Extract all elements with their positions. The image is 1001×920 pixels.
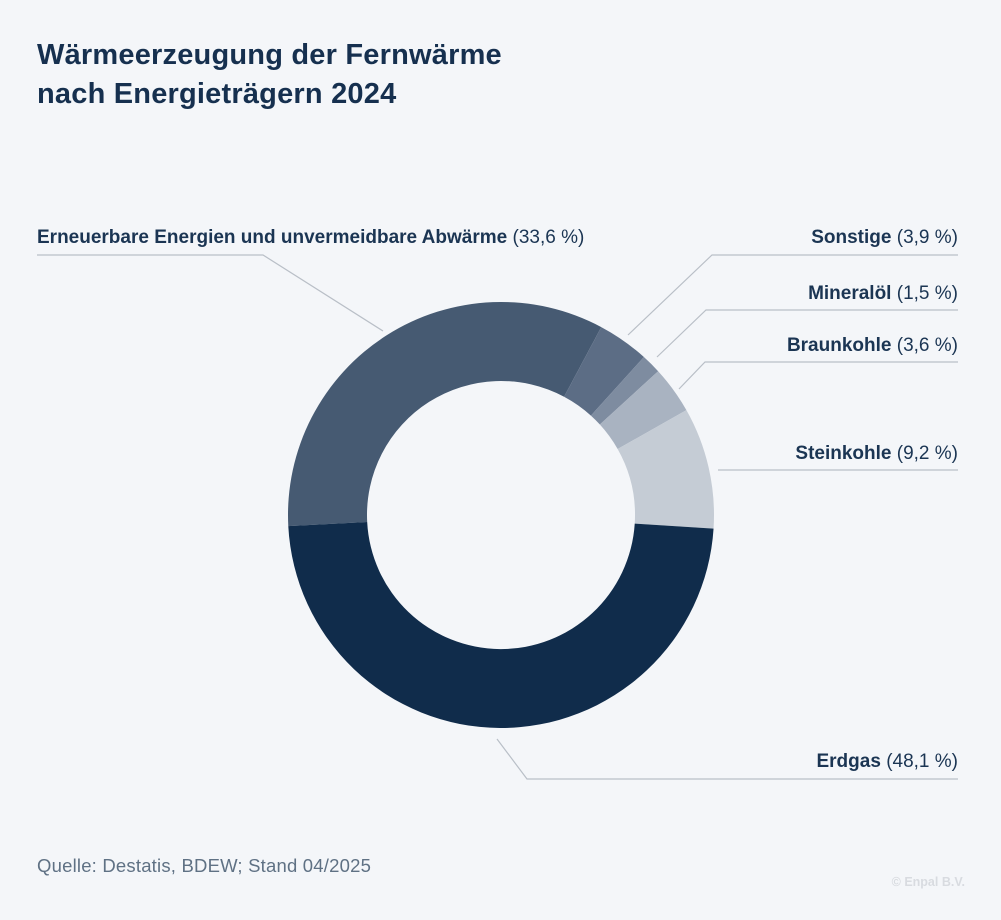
segment-label-braunkohle: Braunkohle (3,6 %) <box>787 335 958 357</box>
segment-label-erneuerbare: Erneuerbare Energien und unvermeidbare A… <box>37 227 584 249</box>
donut-chart <box>287 301 714 728</box>
source-note: Quelle: Destatis, BDEW; Stand 04/2025 <box>37 855 372 876</box>
segment-value: (1,5 %) <box>896 283 958 304</box>
donut-segment-4-steinkohle <box>617 410 714 529</box>
donut-segment-1-sonstige <box>564 327 644 416</box>
segment-value: (33,6 %) <box>512 227 585 248</box>
segment-value: (9,2 %) <box>896 443 958 464</box>
chart-title-line2: nach Energieträgern 2024 <box>37 78 397 110</box>
donut-segment-3-braunkohle <box>599 371 687 450</box>
chart-title: Wärmeerzeugung der Fernwärme nach Energi… <box>37 36 502 114</box>
segment-value: (3,6 %) <box>896 335 958 356</box>
leader-line-mineraloel <box>656 309 958 358</box>
segment-value: (48,1 %) <box>886 751 958 772</box>
segment-name: Erneuerbare Energien und unvermeidbare A… <box>37 227 508 248</box>
donut-segment-5-erdgas <box>288 522 714 728</box>
segment-value: (3,9 %) <box>896 227 958 248</box>
copyright-note: © Enpal B.V. <box>891 875 965 889</box>
segment-name: Sonstige <box>811 227 892 248</box>
segment-name: Braunkohle <box>786 335 892 356</box>
segment-name: Erdgas <box>816 751 881 772</box>
leader-line-braunkohle <box>678 361 958 390</box>
segment-name: Mineralöl <box>808 283 892 304</box>
segment-name: Steinkohle <box>795 443 892 464</box>
segment-label-erdgas: Erdgas (48,1 %) <box>816 751 958 773</box>
segment-label-steinkohle: Steinkohle (9,2 %) <box>795 443 958 465</box>
leader-line-sonstige <box>627 254 958 336</box>
donut-segment-0-erneuerbare-energien-und-unvermeidbare-abwärme <box>287 301 602 527</box>
segment-label-sonstige: Sonstige (3,9 %) <box>811 227 958 249</box>
leader-line-erneuerbare <box>37 254 384 332</box>
leader-line-erdgas <box>496 738 958 780</box>
chart-title-line1: Wärmeerzeugung der Fernwärme <box>37 39 502 71</box>
donut-segment-2-mineralöl <box>590 357 659 425</box>
segment-label-mineraloel: Mineralöl (1,5 %) <box>808 283 958 305</box>
